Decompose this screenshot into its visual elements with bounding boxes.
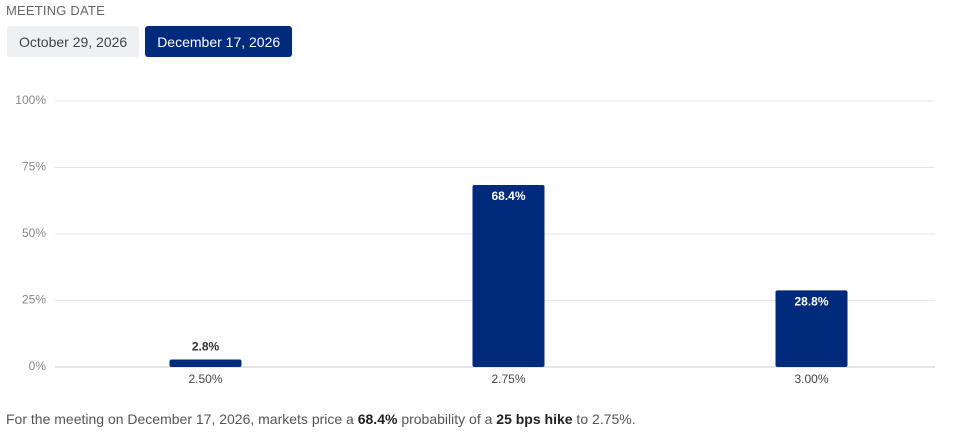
bar <box>472 185 545 367</box>
section-label: MEETING DATE <box>6 3 105 18</box>
summary-emphasis: 68.4% <box>357 411 398 427</box>
chart: 0% 25% 50% 75% 100% 2.50% 2.8% 2.75% 68.4% 3.00% 2… <box>15 93 935 386</box>
y-tick-label: 50% <box>22 226 46 240</box>
x-tick-label: 2.75% <box>491 372 525 386</box>
value-label: 68.4% <box>491 189 525 203</box>
bar <box>169 359 242 367</box>
bar <box>775 290 848 367</box>
x-tick-label: 2.50% <box>188 372 222 386</box>
y-tick-label: 25% <box>22 293 46 307</box>
x-tick-label: 3.00% <box>794 372 828 386</box>
value-label: 2.8% <box>192 340 220 354</box>
date-tab[interactable]: October 29, 2026 <box>7 26 140 57</box>
summary: For the meeting on December 17, 2026, ma… <box>6 411 636 427</box>
y-tick-label: 100% <box>15 93 46 107</box>
summary-text: For the meeting on December 17, 2026, ma… <box>6 411 358 427</box>
summary-text: probability of a <box>397 411 497 427</box>
y-tick-label: 75% <box>22 160 46 174</box>
date-tab[interactable]: December 17, 2026 <box>145 26 293 57</box>
value-label: 28.8% <box>794 295 828 309</box>
y-tick-label: 0% <box>29 359 47 373</box>
summary-text: to 2.75%. <box>572 411 636 427</box>
tab-bar: October 29, 2026 December 17, 2026 <box>7 26 293 57</box>
summary-emphasis: 25 bps hike <box>496 411 573 427</box>
